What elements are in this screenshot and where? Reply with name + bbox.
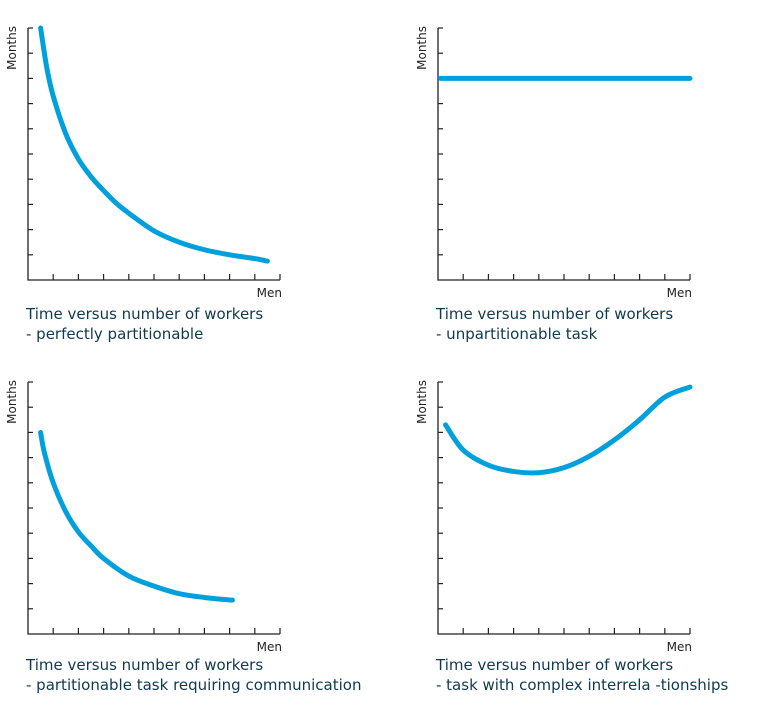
chart-4-subtitle: - task with complex interrela -tionships <box>436 676 729 694</box>
chart-panel-1: Men Months Time versus number of workers … <box>0 20 300 350</box>
chart-panel-3: Men Months Time versus number of workers … <box>0 374 400 704</box>
chart-4-y-axis-label: Months <box>415 380 429 424</box>
chart-4-axes <box>437 382 690 635</box>
chart-1-title: Time versus number of workers <box>26 305 264 323</box>
chart-4-title: Time versus number of workers <box>436 656 674 674</box>
chart-2-y-axis-label: Months <box>415 26 429 70</box>
chart-3-axes <box>27 382 280 635</box>
chart-3-y-axis-label: Months <box>5 380 19 424</box>
chart-3-svg: Men Months <box>5 380 282 654</box>
chart-1-svg: Men Months <box>5 25 282 300</box>
chart-1-caption: Time versus number of workers - perfectl… <box>26 304 263 344</box>
chart-3-title: Time versus number of workers <box>26 656 264 674</box>
chart-3-x-axis-label: Men <box>257 640 282 654</box>
chart-1-axes <box>27 28 280 281</box>
chart-3-series-line <box>38 429 235 603</box>
chart-2-axes <box>437 28 690 281</box>
chart-2-caption: Time versus number of workers - unpartit… <box>436 304 673 344</box>
chart-4-x-axis-label: Men <box>667 640 692 654</box>
chart-1-series-line <box>38 25 270 264</box>
chart-4-caption: Time versus number of workers - task wit… <box>436 655 728 695</box>
chart-4-svg: Men Months <box>415 380 693 654</box>
chart-4-series-line <box>443 384 693 476</box>
chart-3-subtitle: - partitionable task requiring communica… <box>26 676 362 694</box>
chart-1-y-axis-label: Months <box>5 26 19 70</box>
chart-3-caption: Time versus number of workers - partitio… <box>26 655 361 695</box>
chart-2-svg: Men Months <box>415 26 693 300</box>
chart-1-x-axis-label: Men <box>257 286 282 300</box>
chart-1-subtitle: - perfectly partitionable <box>26 325 204 343</box>
chart-panel-2: Men Months Time versus number of workers … <box>410 20 710 350</box>
chart-2-subtitle: - unpartitionable task <box>436 325 598 343</box>
chart-2-x-axis-label: Men <box>667 286 692 300</box>
chart-2-title: Time versus number of workers <box>436 305 674 323</box>
chart-panel-4: Men Months Time versus number of workers … <box>410 374 760 704</box>
